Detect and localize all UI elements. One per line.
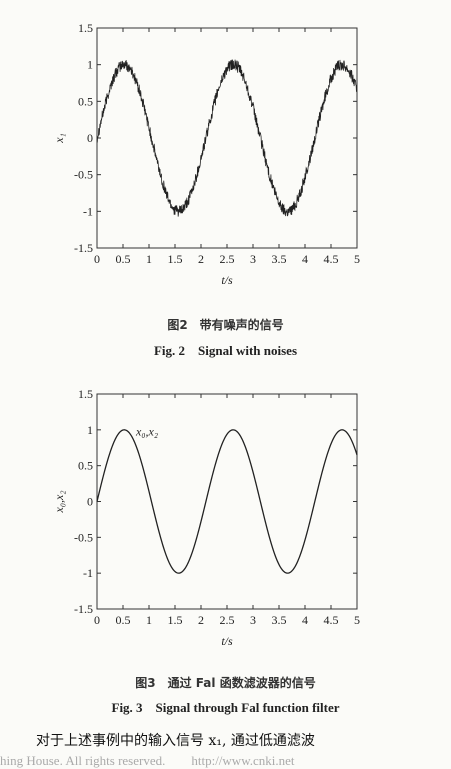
x-tick-label: 1 [146,252,152,266]
x-tick-label: 2.5 [220,613,235,627]
x-tick-label: 0 [94,252,100,266]
y-tick-label: 1.5 [78,21,93,35]
x-tick-label: 1 [146,613,152,627]
y-tick-label: -1.5 [74,241,93,255]
series-line [96,59,358,217]
x-tick-label: 1.5 [168,252,183,266]
y-tick-label: -1 [83,566,93,580]
x-tick-label: 0.5 [116,252,131,266]
y-tick-label: -0.5 [74,168,93,182]
y-tick-label: 0 [87,131,93,145]
figure-2: 0 0.5 1 1.5 2 2.5 3 3.5 4 4.5 5 1.5 1 0.5 0 -0.5 -1 -1.5 t… [0,0,451,300]
x-tick-label: 3.5 [272,252,287,266]
figure-3-plot: 0 0.5 1 1.5 2 2.5 3 3.5 4 4.5 5 1.5 1 0.5 0 -0.5 -1 -1.5 t… [52,387,360,648]
x-tick-label: 4 [302,252,308,266]
figure-3: 0 0.5 1 1.5 2 2.5 3 3.5 4 4.5 5 1.5 1 0.5 0 -0.5 -1 -1.5 t… [0,380,451,650]
x-tick-label: 4.5 [324,252,339,266]
figure-2-caption-cn: 图2 带有噪声的信号 [167,318,284,332]
figure-3-caption-en: Fig. 3 Signal through Fal function filte… [111,700,340,715]
x-tick-label: 2 [198,613,204,627]
y-tick-label: -0.5 [74,530,93,544]
series-line [96,429,358,574]
y-tick-label: 0 [87,495,93,509]
x-tick-label: 3 [250,252,256,266]
x-axis-label: t/s [221,634,233,648]
x-tick-label: 1.5 [168,613,183,627]
x-tick-label: 0.5 [116,613,131,627]
series-annotation: x₀,x₂ [135,425,158,439]
y-tick-label: 0.5 [78,459,93,473]
y-tick-label: -1.5 [74,602,93,616]
y-tick-label: 0.5 [78,94,93,108]
y-axis-label: x₁ [52,133,66,144]
y-tick-label: 1.5 [78,387,93,401]
x-tick-label: 0 [94,613,100,627]
figure-2-plot: 0 0.5 1 1.5 2 2.5 3 3.5 4 4.5 5 1.5 1 0.5 0 -0.5 -1 -1.5 t… [52,21,360,287]
figure-2-caption-en: Fig. 2 Signal with noises [153,343,298,358]
x-tick-label: 3 [250,613,256,627]
x-tick-label: 2 [198,252,204,266]
figure-3-caption-cn: 图3 通过 Fal 函数滤波器的信号 [135,676,316,690]
plot-frame [96,27,358,249]
y-tick-label: 1 [87,423,93,437]
x-axis-label: t/s [221,273,233,287]
x-tick-label: 3.5 [272,613,287,627]
x-tick-label: 5 [354,613,360,627]
y-axis-label: x₀,x₂ [52,491,66,514]
x-tick-label: 5 [354,252,360,266]
x-tick-label: 4 [302,613,308,627]
x-tick-label: 4.5 [324,613,339,627]
y-tick-label: 1 [87,58,93,72]
watermark: hing House. All rights reserved. http://… [0,753,295,768]
x-tick-label: 2.5 [220,252,235,266]
y-tick-label: -1 [83,204,93,218]
body-text-line: 对于上述事例中的输入信号 x₁, 通过低通滤波 [36,733,315,749]
